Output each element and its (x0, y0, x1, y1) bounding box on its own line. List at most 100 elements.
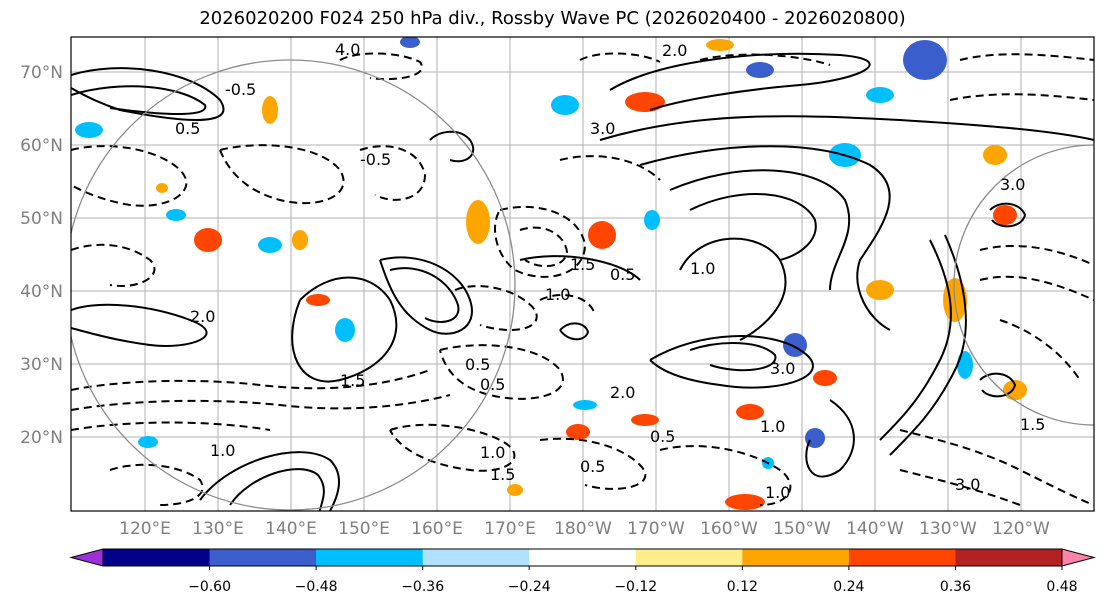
contour-line (639, 145, 891, 331)
contour-line (429, 130, 475, 163)
colorbar-segment (316, 549, 424, 566)
colorbar-segment (103, 549, 211, 566)
contour-line (979, 244, 1094, 266)
colorbar-segment (529, 549, 637, 566)
contour-line (71, 145, 188, 207)
contour-label-group: 2.0 4.0 1.5 1.0 3.0 2.0 1.0 1.5 1.0 3.0 … (175, 40, 1045, 502)
contour-label: 2.0 (662, 41, 687, 60)
shade-patch (588, 221, 616, 249)
longitude-label: 120°W (992, 519, 1050, 539)
longitude-label: 160°E (411, 519, 463, 539)
shade-patch (625, 92, 665, 112)
contour-line (949, 93, 1094, 101)
longitude-label: 150°W (773, 519, 831, 539)
contour-label: 2.0 (610, 383, 635, 402)
contour-line (989, 202, 1027, 228)
contour-line (71, 67, 225, 121)
contour-line (699, 53, 831, 66)
contour-label: 0.5 (175, 119, 200, 138)
shade-patch (631, 414, 659, 426)
contour-label: 0.5 (610, 265, 635, 284)
colorbar-segment (422, 549, 530, 566)
shade-patch (156, 183, 168, 193)
contour-label: 0.5 (480, 375, 505, 394)
longitude-label: 170°E (484, 519, 536, 539)
longitude-label: 130°W (919, 519, 977, 539)
contour-line (689, 342, 777, 372)
contour-line (879, 239, 952, 441)
contour-line (519, 255, 641, 281)
shade-patch (866, 87, 894, 103)
contour-line (71, 394, 451, 411)
colorbar-extend-max (1061, 548, 1096, 567)
contour-line (679, 237, 787, 341)
dashed-contours (71, 52, 1094, 506)
contour-label: 0.5 (580, 457, 605, 476)
contour-line (899, 429, 1094, 506)
contour-line (519, 226, 569, 268)
longitude-labels: 120°E 130°E 140°E 150°E 160°E 170°E 180°W 170°W… (119, 519, 1050, 539)
contour-line (959, 53, 1094, 61)
contour-line (669, 169, 851, 291)
shade-patch (166, 209, 186, 221)
contour-label: 3.0 (590, 119, 615, 138)
shade-patch (551, 95, 579, 115)
contour-line (291, 276, 398, 383)
shade-patch (262, 96, 278, 124)
shade-patch (725, 494, 765, 510)
shade-patch (957, 351, 973, 379)
shade-patch (292, 230, 308, 250)
colorbar-segment (209, 549, 317, 566)
shade-patch (573, 400, 597, 410)
contour-line (805, 399, 855, 478)
shade-patch (644, 210, 660, 230)
divergence-shading (75, 37, 1027, 510)
shade-patch (400, 37, 420, 48)
contour-line (109, 463, 204, 506)
contour-line (71, 303, 208, 347)
shade-patch (813, 370, 837, 386)
contour-line (979, 372, 1017, 398)
latitude-label: 30°N (20, 355, 63, 375)
contour-line (494, 205, 587, 278)
plot-title: 2026020200 F024 250 hPa div., Rossby Wav… (199, 8, 906, 29)
contour-line (559, 155, 661, 181)
shade-patch (75, 122, 103, 138)
contour-line (599, 115, 1094, 141)
contour-label: 1.0 (760, 417, 785, 436)
contour-line (539, 294, 596, 316)
contour-line (649, 335, 814, 389)
latitude-label: 20°N (20, 428, 63, 448)
colorbar-tick-label: −0.12 (614, 579, 657, 595)
contour-line (199, 451, 340, 511)
colorbar-tick-labels: −0.60 −0.48 −0.36 −0.24 −0.12 0.12 0.24 0.36 0.4… (188, 566, 1078, 595)
contour-label: 1.5 (490, 465, 515, 484)
colorbar-tick-label: 0.36 (940, 579, 971, 595)
shade-patch (258, 237, 282, 253)
longitude-label: 160°W (700, 519, 758, 539)
longitude-label: 140°E (265, 519, 317, 539)
contour-line (439, 344, 564, 400)
shade-patch (566, 424, 590, 440)
shade-patch (306, 294, 330, 306)
contour-label: 0.5 (650, 427, 675, 446)
colorbar-tick-label: −0.60 (188, 579, 231, 595)
contour-line (899, 469, 1021, 506)
contour-label: 4.0 (335, 40, 360, 59)
longitude-label: 120°E (119, 519, 171, 539)
contour-label: 3.0 (955, 475, 980, 494)
shade-patch (866, 280, 894, 300)
contour-line (71, 243, 156, 287)
colorbar-segment (955, 549, 1063, 566)
contour-line (979, 275, 1094, 301)
longitude-label: 180°W (554, 519, 612, 539)
contour-line (379, 256, 473, 335)
contour-line (359, 145, 427, 201)
contour-line (71, 421, 271, 431)
contour-label: 1.0 (210, 441, 235, 460)
longitude-label: 170°W (627, 519, 685, 539)
latitude-labels: 70°N 60°N 50°N 40°N 30°N 20°N (20, 63, 63, 448)
contour-line (389, 267, 460, 323)
longitude-label: 130°E (192, 519, 244, 539)
